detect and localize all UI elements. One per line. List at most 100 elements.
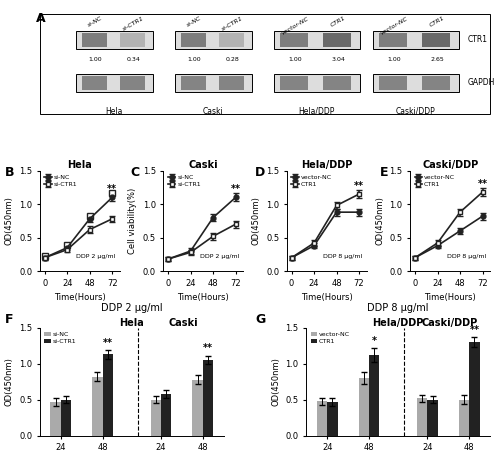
Y-axis label: OD(450nm): OD(450nm) [375, 197, 384, 245]
Bar [150, 400, 161, 436]
Text: CTR1: CTR1 [428, 15, 446, 28]
Bar [274, 74, 360, 92]
Bar [175, 74, 252, 92]
Y-axis label: OD(450nm): OD(450nm) [4, 197, 14, 245]
Bar [323, 33, 351, 47]
X-axis label: Time(Hours): Time(Hours) [178, 293, 229, 302]
Text: Caski: Caski [168, 318, 198, 328]
Bar [369, 355, 380, 436]
Bar [102, 355, 113, 436]
Text: F: F [5, 313, 14, 326]
Text: Caski: Caski [203, 107, 224, 116]
Bar [469, 342, 480, 436]
Text: Hela: Hela [106, 107, 123, 116]
X-axis label: Time(Hours): Time(Hours) [301, 293, 352, 302]
Bar [458, 400, 469, 436]
Text: CTR1: CTR1 [330, 15, 346, 28]
Text: D: D [255, 166, 265, 179]
Text: GAPDH: GAPDH [468, 79, 495, 88]
Bar [50, 402, 61, 436]
Bar [76, 31, 152, 49]
Text: **: ** [107, 184, 117, 194]
Bar [373, 31, 458, 49]
X-axis label: Time(Hours): Time(Hours) [54, 293, 106, 302]
Text: Hela/DDP: Hela/DDP [298, 107, 335, 116]
Bar [280, 33, 308, 47]
Bar [192, 380, 203, 436]
Bar [180, 33, 206, 47]
Text: C: C [130, 166, 139, 179]
Text: **: ** [103, 338, 113, 348]
Text: Hela: Hela [120, 318, 144, 328]
Legend: vector-NC, CTR1: vector-NC, CTR1 [414, 174, 457, 188]
Bar [280, 76, 308, 90]
Text: G: G [255, 313, 265, 326]
Text: Caski/DDP: Caski/DDP [396, 107, 436, 116]
Text: **: ** [470, 325, 480, 335]
Y-axis label: OD(450nm): OD(450nm) [271, 357, 280, 406]
Text: si-CTR1: si-CTR1 [221, 15, 244, 32]
Text: 2.65: 2.65 [430, 57, 444, 62]
Bar [422, 33, 450, 47]
Bar [422, 76, 450, 90]
Bar [120, 76, 145, 90]
Text: **: ** [354, 181, 364, 191]
Bar [120, 33, 145, 47]
Text: Hela/DDP: Hela/DDP [372, 318, 424, 328]
Text: **: ** [230, 184, 240, 194]
Legend: si-NC, si-CTR1: si-NC, si-CTR1 [43, 174, 78, 188]
Text: 1.00: 1.00 [288, 57, 302, 62]
Bar [219, 76, 244, 90]
Legend: vector-NC, CTR1: vector-NC, CTR1 [290, 174, 333, 188]
Text: DDP 2 μg/ml: DDP 2 μg/ml [200, 254, 239, 259]
Text: si-NC: si-NC [186, 15, 202, 28]
Text: E: E [380, 166, 388, 179]
Text: 1.00: 1.00 [388, 57, 401, 62]
Bar [61, 400, 72, 436]
Text: **: ** [478, 179, 488, 189]
Bar [417, 398, 428, 436]
Legend: si-NC, si-CTR1: si-NC, si-CTR1 [166, 174, 202, 188]
Legend: vector-NC, CTR1: vector-NC, CTR1 [310, 331, 351, 345]
Text: CTR1: CTR1 [468, 35, 487, 44]
Text: *: * [372, 336, 376, 345]
Text: si-NC: si-NC [87, 15, 104, 28]
Y-axis label: OD(450nm): OD(450nm) [4, 357, 14, 406]
Text: A: A [36, 12, 45, 25]
Text: 0.34: 0.34 [126, 57, 140, 62]
Bar [317, 401, 327, 436]
Text: DDP 8 μg/ml: DDP 8 μg/ml [447, 254, 486, 259]
Text: DDP 2 μg/ml: DDP 2 μg/ml [76, 254, 116, 259]
Bar [380, 33, 407, 47]
Y-axis label: OD(450nm): OD(450nm) [252, 197, 260, 245]
Text: **: ** [203, 344, 213, 354]
Text: 3.04: 3.04 [331, 57, 345, 62]
Bar [92, 377, 102, 436]
Bar [380, 76, 407, 90]
Title: Caski/DDP: Caski/DDP [422, 160, 478, 170]
Bar [76, 74, 152, 92]
Text: 0.28: 0.28 [226, 57, 239, 62]
Bar [82, 33, 106, 47]
Bar [175, 31, 252, 49]
Title: Hela: Hela [68, 160, 92, 170]
Text: si-CTR1: si-CTR1 [122, 15, 145, 32]
Text: Caski/DDP: Caski/DDP [422, 318, 478, 328]
Text: DDP 8 μg/ml: DDP 8 μg/ml [324, 254, 362, 259]
Bar [161, 394, 172, 436]
Text: 1.00: 1.00 [188, 57, 201, 62]
Y-axis label: Cell viability(%): Cell viability(%) [128, 188, 137, 254]
Bar [203, 360, 213, 436]
Text: 1.00: 1.00 [88, 57, 102, 62]
Title: DDP 8 μg/ml: DDP 8 μg/ml [368, 303, 429, 313]
Bar [274, 31, 360, 49]
Legend: si-NC, si-CTR1: si-NC, si-CTR1 [43, 331, 78, 345]
Text: vector-NC: vector-NC [380, 15, 409, 35]
Bar [358, 378, 369, 436]
Bar [327, 402, 338, 436]
Bar [219, 33, 244, 47]
X-axis label: Time(Hours): Time(Hours) [424, 293, 476, 302]
Bar [373, 74, 458, 92]
Bar [180, 76, 206, 90]
Title: Hela/DDP: Hela/DDP [301, 160, 352, 170]
